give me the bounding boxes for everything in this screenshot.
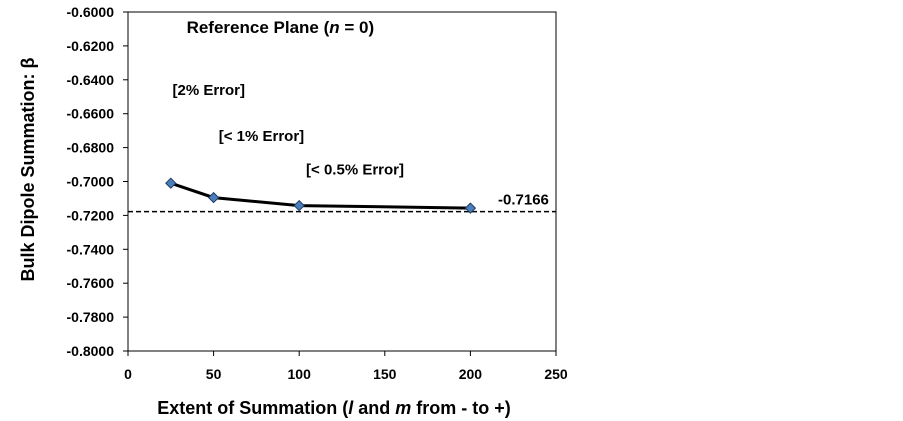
data-point-marker [165, 177, 177, 189]
y-tick-label: -0.7800 [67, 309, 115, 325]
y-axis-ticks: -0.6000 -0.6200 -0.6400 -0.6600 -0.6800 -0.70… [67, 4, 128, 359]
x-tick-label: 250 [544, 366, 568, 382]
x-axis-ticks: 0 50 100 150 200 250 [124, 351, 568, 382]
x-tick-label: 150 [373, 366, 397, 382]
y-tick-label: -0.6000 [67, 4, 115, 20]
series-markers [165, 177, 477, 214]
x-tick-label: 0 [124, 366, 132, 382]
series-line [170, 181, 471, 210]
annotation-label: [2% Error] [173, 82, 246, 99]
x-axis-title: Extent of Summation (l and m from - to +… [157, 398, 511, 418]
x-tick-label: 100 [288, 366, 312, 382]
y-tick-label: -0.7200 [67, 207, 115, 223]
reference-line-label: -0.7166 [498, 192, 549, 209]
data-point-marker [207, 191, 220, 204]
data-point-marker [464, 202, 477, 214]
y-tick-label: -0.6600 [67, 106, 115, 122]
y-axis-title: Bulk Dipole Summation: β [18, 57, 38, 281]
y-tick-label: -0.6400 [67, 72, 115, 88]
y-tick-label: -0.6200 [67, 38, 115, 54]
annotation-label: [< 0.5% Error] [306, 162, 404, 179]
y-tick-label: -0.8000 [67, 343, 115, 359]
annotation-label: [< 1% Error] [219, 128, 304, 145]
y-tick-label: -0.6800 [67, 140, 115, 156]
y-tick-label: -0.7400 [67, 241, 115, 257]
data-point-marker [293, 199, 305, 212]
x-tick-label: 50 [206, 366, 222, 382]
x-tick-label: 200 [459, 366, 483, 382]
plot-frame [127, 11, 557, 352]
annotations: [2% Error] [< 1% Error][< 0.5% Error] [173, 82, 405, 179]
y-tick-label: -0.7000 [67, 174, 115, 190]
y-tick-label: -0.7600 [67, 275, 115, 291]
chart-title: Reference Plane (n = 0) [187, 18, 375, 37]
